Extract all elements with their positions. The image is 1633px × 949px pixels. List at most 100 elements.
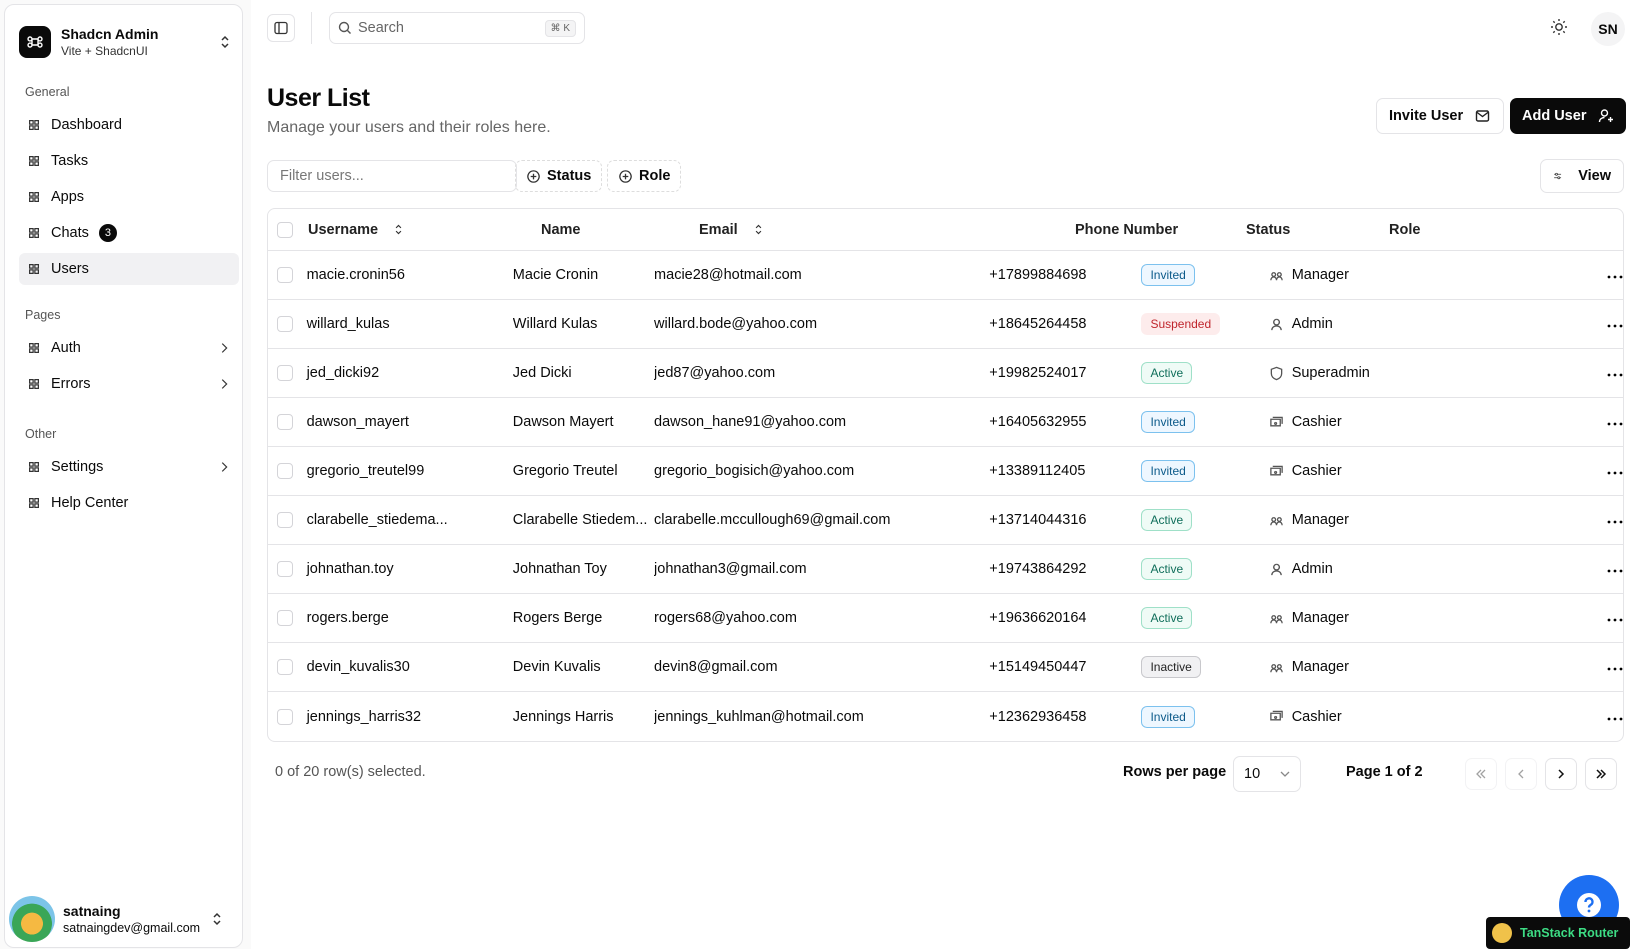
row-select[interactable] xyxy=(268,365,305,381)
cell-text: clarabelle.mccullough69@gmail.com xyxy=(654,512,891,528)
cell: johnathan.toy xyxy=(305,561,513,577)
cell-text: +12362936458 xyxy=(989,708,1087,725)
row-actions[interactable] xyxy=(1436,316,1623,332)
cell: macie.cronin56 xyxy=(305,267,513,283)
role-label: Cashier xyxy=(1291,463,1342,479)
cell-text: jed87@yahoo.com xyxy=(654,365,776,381)
cell: Rogers Berge xyxy=(513,610,654,626)
team-name: Shadcn Admin xyxy=(61,26,159,42)
nav-group: General Dashboard Tasks Apps Chats 3 Users xyxy=(19,85,239,289)
column-label: Role xyxy=(1389,221,1421,238)
nav-item[interactable]: Tasks xyxy=(19,145,239,177)
page-indicator: Page 1 of 2 xyxy=(1346,764,1423,780)
filter-button[interactable]: Status xyxy=(515,160,603,192)
cell-text: +18645264458 xyxy=(989,316,1087,332)
row-actions[interactable] xyxy=(1436,365,1623,381)
row-actions[interactable] xyxy=(1436,659,1623,675)
role-label: Manager xyxy=(1291,512,1349,528)
row-actions[interactable] xyxy=(1436,610,1623,626)
nav-item[interactable]: Chats 3 xyxy=(19,217,239,249)
cell: clarabelle_stiedema... xyxy=(305,512,513,528)
nav-label: Apps xyxy=(51,189,85,205)
cell-text: willard.bode@yahoo.com xyxy=(654,316,818,332)
column-header[interactable]: Email xyxy=(699,222,1075,238)
rows-per-page-label: Rows per page xyxy=(1123,764,1227,780)
team-switcher[interactable]: Shadcn Admin Vite + ShadcnUI xyxy=(19,21,231,63)
select-all[interactable] xyxy=(268,221,308,238)
row-select[interactable] xyxy=(268,512,305,528)
filter-button[interactable]: Role xyxy=(607,160,682,192)
last-page[interactable] xyxy=(1585,758,1617,790)
cell: +15149450447 xyxy=(989,659,1141,675)
row-actions[interactable] xyxy=(1436,414,1623,430)
main: Search ⌘ K SN User List Manage your users… xyxy=(251,0,1633,949)
nav-item[interactable]: Apps xyxy=(19,181,239,213)
nav-group: Pages Auth Errors xyxy=(19,308,239,404)
first-page[interactable] xyxy=(1465,758,1497,790)
cell: Cashier xyxy=(1269,709,1436,725)
row-select[interactable] xyxy=(268,610,305,626)
row-select[interactable] xyxy=(268,659,305,675)
cell-text: +15149450447 xyxy=(989,659,1087,675)
column-label: Phone Number xyxy=(1075,221,1179,238)
add-user-button[interactable]: Add User xyxy=(1510,98,1627,134)
devtools-button[interactable]: TanStack Router xyxy=(1486,917,1630,949)
cell: Suspended xyxy=(1141,313,1268,335)
nav-item[interactable]: Help Center xyxy=(19,487,239,519)
cell-text: Macie Cronin xyxy=(512,267,599,283)
table-row: devin_kuvalis30 Devin Kuvalis devin8@gmail… xyxy=(268,643,1623,692)
nav-item[interactable]: Errors xyxy=(19,368,239,400)
cell: Johnathan Toy xyxy=(513,561,654,577)
nav-label: Help Center xyxy=(51,495,129,511)
row-select[interactable] xyxy=(268,463,305,479)
rows-per-page-select[interactable]: 10 xyxy=(1233,756,1301,792)
cell: macie28@hotmail.com xyxy=(654,267,989,283)
page-title: User List xyxy=(267,84,370,112)
cell: +19982524017 xyxy=(989,365,1141,381)
filter-input[interactable]: Filter users... xyxy=(267,160,517,192)
row-actions[interactable] xyxy=(1436,267,1623,283)
row-actions[interactable] xyxy=(1436,561,1623,577)
nav-item[interactable]: Auth xyxy=(19,332,239,364)
row-actions[interactable] xyxy=(1436,512,1623,528)
cell-text: devin_kuvalis30 xyxy=(306,659,410,675)
row-actions[interactable] xyxy=(1436,709,1623,725)
cell: Manager xyxy=(1269,610,1436,626)
row-select[interactable] xyxy=(268,414,305,430)
cell-text: johnathan.toy xyxy=(306,561,394,577)
search-placeholder: Search xyxy=(358,20,404,36)
nav-item[interactable]: Settings xyxy=(19,451,239,483)
theme-toggle[interactable] xyxy=(1550,18,1568,36)
cell: +13714044316 xyxy=(989,512,1141,528)
cell: johnathan3@gmail.com xyxy=(654,561,989,577)
row-select[interactable] xyxy=(268,267,305,283)
cell-text: +19636620164 xyxy=(989,610,1087,626)
view-options[interactable]: View xyxy=(1540,159,1624,193)
sidebar-toggle[interactable] xyxy=(267,14,295,42)
cell: Jennings Harris xyxy=(513,709,654,725)
row-select[interactable] xyxy=(268,316,305,332)
table-row: johnathan.toy Johnathan Toy johnathan3@gma… xyxy=(268,545,1623,594)
row-select[interactable] xyxy=(268,708,305,725)
column-label: Status xyxy=(1246,221,1291,238)
column-header[interactable]: Username xyxy=(308,222,541,238)
table-row: macie.cronin56 Macie Cronin macie28@hotmai… xyxy=(268,251,1623,300)
invite-user-button[interactable]: Invite User xyxy=(1376,98,1505,134)
nav-label: Settings xyxy=(51,459,104,475)
profile-avatar[interactable]: SN xyxy=(1591,12,1625,46)
nav-item[interactable]: Users xyxy=(19,253,239,285)
search-shortcut: ⌘ K xyxy=(544,19,576,37)
next-page[interactable] xyxy=(1545,758,1577,790)
status-badge: Invited xyxy=(1141,264,1195,286)
nav-item[interactable]: Dashboard xyxy=(19,109,239,141)
cell-text: jed_dicki92 xyxy=(306,365,380,381)
row-actions[interactable] xyxy=(1436,463,1623,479)
role-label: Manager xyxy=(1291,659,1349,675)
column-label: Username xyxy=(308,221,379,238)
nav-user[interactable]: satnaing satnaingdev@gmail.com xyxy=(9,895,237,943)
nav-label: Tasks xyxy=(51,153,89,169)
search[interactable]: Search ⌘ K xyxy=(329,12,585,44)
previous-page[interactable] xyxy=(1505,758,1537,790)
row-select[interactable] xyxy=(268,561,305,577)
cell: Admin xyxy=(1269,316,1436,332)
